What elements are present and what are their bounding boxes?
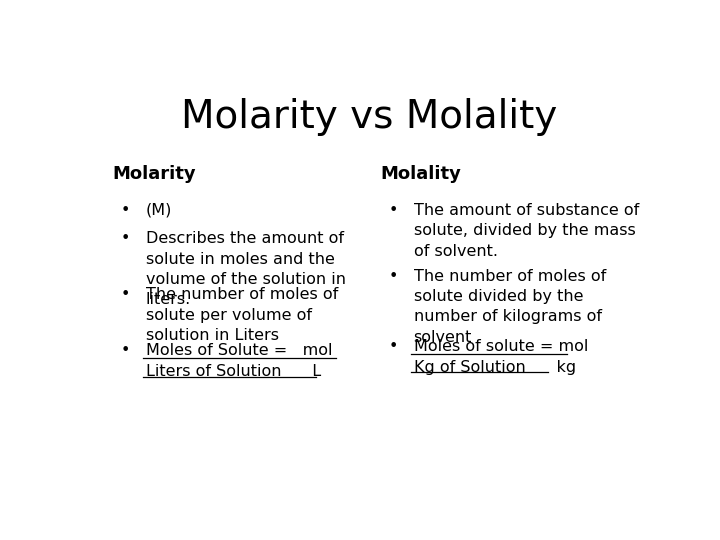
Text: Moles of Solute =   mol
Liters of Solution      L: Moles of Solute = mol Liters of Solution… [145, 343, 333, 379]
Text: •: • [121, 203, 130, 218]
Text: (M): (M) [145, 203, 172, 218]
Text: The amount of substance of
solute, divided by the mass
of solvent.: The amount of substance of solute, divid… [414, 203, 639, 259]
Text: The number of moles of
solute divided by the
number of kilograms of
solvent: The number of moles of solute divided by… [414, 268, 606, 345]
Text: Moles of solute = mol
Kg of Solution      kg: Moles of solute = mol Kg of Solution kg [414, 339, 588, 375]
Text: •: • [389, 268, 398, 284]
Text: Molarity: Molarity [112, 165, 196, 183]
Text: •: • [121, 287, 130, 302]
Text: Molality: Molality [380, 165, 461, 183]
Text: •: • [121, 231, 130, 246]
Text: The number of moles of
solute per volume of
solution in Liters: The number of moles of solute per volume… [145, 287, 338, 343]
Text: Describes the amount of
solute in moles and the
volume of the solution in
liters: Describes the amount of solute in moles … [145, 231, 346, 307]
Text: Molarity vs Molality: Molarity vs Molality [181, 98, 557, 136]
Text: •: • [121, 343, 130, 359]
Text: •: • [389, 339, 398, 354]
Text: •: • [389, 203, 398, 218]
